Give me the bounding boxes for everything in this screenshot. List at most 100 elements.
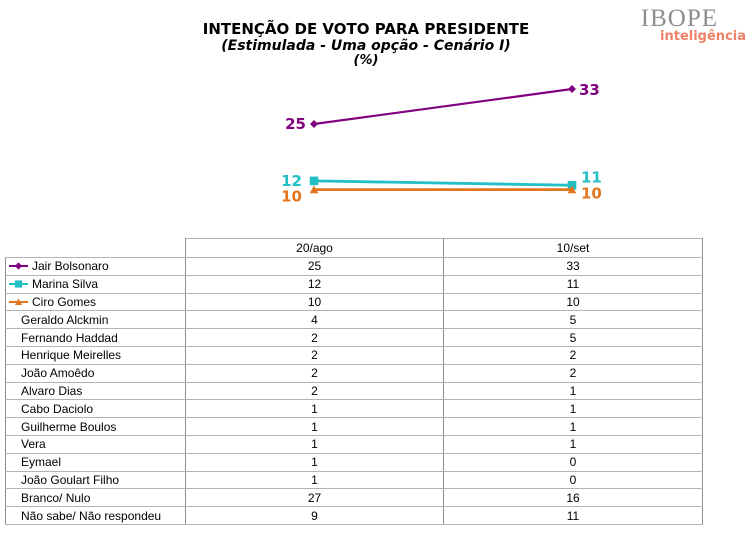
data-label: 10 (581, 185, 602, 203)
ibope-logo-tagline: inteligência (660, 29, 746, 44)
candidate-name-label: Eymael (21, 455, 62, 470)
poll-value: 1 (443, 381, 703, 401)
candidate-name-label: Não sabe/ Não respondeu (21, 508, 162, 523)
poll-value: 4 (185, 310, 444, 330)
poll-value: 2 (185, 345, 444, 365)
table-header-row: 20/ago 10/set (5, 238, 703, 258)
candidate-name: Henrique Meirelles (5, 345, 186, 365)
candidate-name: Geraldo Alckmin (5, 310, 186, 330)
table-row: Eymael 1 0 (5, 452, 703, 472)
data-label: 10 (281, 188, 302, 206)
table-row: Ciro Gomes 10 10 (5, 292, 703, 312)
legend-marker (14, 262, 23, 270)
diamond-marker (310, 120, 318, 129)
data-label: 12 (281, 172, 302, 190)
poll-value: 16 (443, 488, 703, 508)
page-title: INTENÇÃO DE VOTO PARA PRESIDENTE (Estimu… (0, 20, 732, 69)
candidate-name: Não sabe/ Não respondeu (5, 506, 186, 525)
poll-value: 0 (443, 452, 703, 472)
ibope-logo-text: IBOPE (640, 5, 718, 32)
candidate-name-label: Cabo Daciolo (21, 401, 94, 416)
chart-unit-label: (%) (353, 53, 379, 69)
legend-marker (14, 280, 23, 288)
candidate-name-label: João Amoêdo (21, 366, 95, 381)
table-row: João Amoêdo 2 2 (5, 363, 703, 383)
candidate-name-label: Guilherme Boulos (21, 419, 117, 434)
poll-value: 11 (443, 506, 703, 525)
diamond-marker (568, 85, 576, 94)
poll-value: 1 (443, 417, 703, 436)
candidate-name-label: Jair Bolsonaro (32, 259, 109, 274)
candidate-name: Alvaro Dias (5, 381, 186, 401)
triangle-marker (309, 185, 319, 194)
ibope-logo: IBOPE inteligência (641, 6, 746, 44)
poll-value: 1 (443, 399, 703, 419)
candidate-name: Eymael (5, 452, 186, 472)
table-row: Vera 1 1 (5, 434, 703, 454)
poll-value: 1 (185, 399, 444, 419)
poll-value: 12 (185, 274, 444, 294)
poll-value: 1 (185, 452, 444, 472)
candidate-name-label: Ciro Gomes (32, 294, 97, 309)
poll-value: 5 (443, 310, 703, 330)
poll-value: 2 (185, 381, 444, 401)
legend-square-icon (9, 280, 28, 288)
candidate-name: Branco/ Nulo (5, 488, 186, 508)
table-row: Marina Silva 12 11 (5, 274, 703, 294)
poll-value: 25 (185, 257, 444, 276)
poll-value: 2 (443, 345, 703, 365)
chart-title: INTENÇÃO DE VOTO PARA PRESIDENTE (202, 20, 530, 38)
table-row: João Goulart Filho 1 0 (5, 470, 703, 490)
candidate-name: João Goulart Filho (5, 470, 186, 490)
legend-triangle-icon (9, 298, 28, 306)
results-table: 20/ago 10/set Jair Bolsonaro 25 33 Marina S… (5, 238, 703, 525)
candidate-name-label: Branco/ Nulo (21, 490, 91, 505)
poll-value: 10 (185, 292, 444, 312)
legend-marker (14, 298, 23, 306)
candidate-name: João Amoêdo (5, 363, 186, 383)
table-row: Fernando Haddad 2 5 (5, 328, 703, 347)
table-row: Jair Bolsonaro 25 33 (5, 257, 703, 276)
poll-value: 1 (443, 434, 703, 454)
series-line-diamond (313, 87, 573, 126)
table-row: Alvaro Dias 2 1 (5, 381, 703, 401)
table-row: Guilherme Boulos 1 1 (5, 417, 703, 436)
candidate-name-label: Vera (21, 437, 46, 452)
poll-value: 1 (185, 417, 444, 436)
series-line-square (313, 179, 573, 187)
poll-value: 2 (443, 363, 703, 383)
poll-value: 5 (443, 328, 703, 347)
table-row: Geraldo Alckmin 4 5 (5, 310, 703, 330)
table-header-20ago: 20/ago (185, 238, 444, 258)
candidate-name: Marina Silva (5, 274, 186, 294)
square-marker (567, 180, 577, 190)
table-row: Branco/ Nulo 27 16 (5, 488, 703, 508)
data-label: 25 (285, 115, 306, 133)
table-row: Não sabe/ Não respondeu 9 11 (5, 506, 703, 525)
candidate-name: Ciro Gomes (5, 292, 186, 312)
table-row: Cabo Daciolo 1 1 (5, 399, 703, 419)
poll-value: 2 (185, 328, 444, 347)
triangle-marker (567, 185, 577, 194)
poll-value: 2 (185, 363, 444, 383)
candidate-name: Vera (5, 434, 186, 454)
candidate-name: Fernando Haddad (5, 328, 186, 347)
chart-subtitle: (Estimulada - Uma opção - Cenário I) (221, 38, 511, 55)
poll-value: 27 (185, 488, 444, 508)
candidate-name-label: Marina Silva (32, 277, 99, 292)
poll-value: 33 (443, 257, 703, 276)
candidate-name-label: Henrique Meirelles (21, 348, 122, 363)
poll-value: 1 (185, 470, 444, 490)
candidate-name: Guilherme Boulos (5, 417, 186, 436)
legend-diamond-icon (9, 262, 28, 270)
table-row: Henrique Meirelles 2 2 (5, 345, 703, 365)
poll-value: 1 (185, 434, 444, 454)
candidate-name-label: Geraldo Alckmin (21, 312, 109, 327)
poll-value: 0 (443, 470, 703, 490)
candidate-name-label: Fernando Haddad (21, 330, 118, 345)
table-header-empty (5, 238, 186, 258)
candidate-name: Jair Bolsonaro (5, 257, 186, 276)
candidate-name: Cabo Daciolo (5, 399, 186, 419)
